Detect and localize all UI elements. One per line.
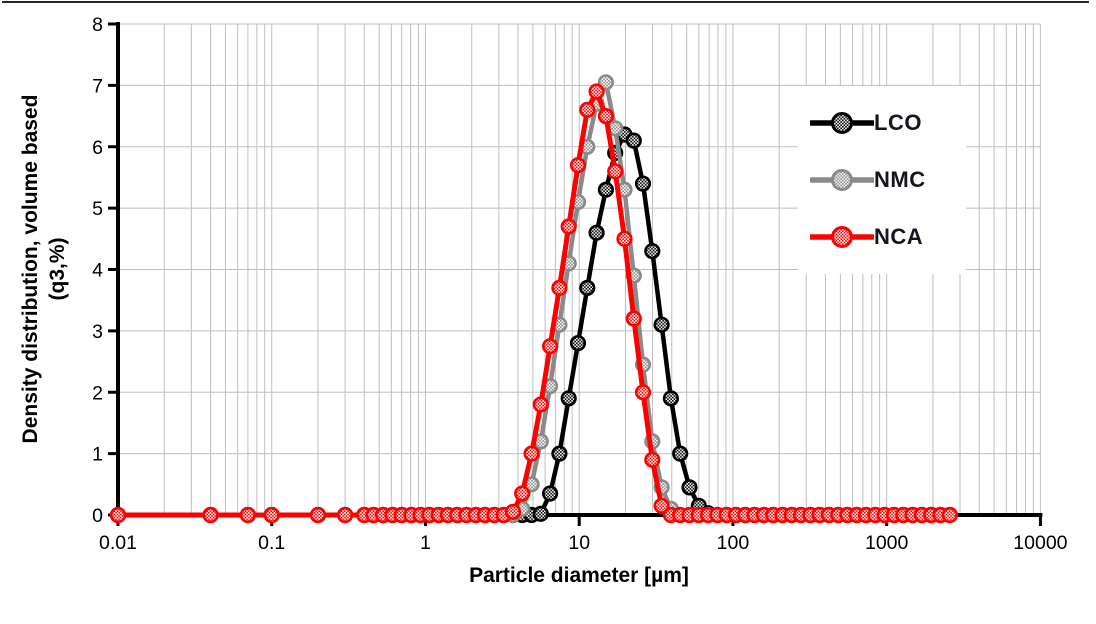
data-point-nca[interactable] [523,445,540,462]
legend-label-nmc: NMC [874,166,926,192]
legend-label-lco: LCO [874,109,922,135]
data-point-nca[interactable] [625,310,642,327]
data-point-nca[interactable] [504,503,522,521]
y-tick-label: 8 [92,14,103,36]
legend-label-nca: NCA [874,224,924,250]
data-point-lco[interactable] [597,181,615,198]
y-tick-label: 7 [92,75,103,97]
data-point-nca[interactable] [202,506,219,524]
data-point-nca[interactable] [597,107,615,125]
data-point-lco[interactable] [579,279,596,297]
data-point-nca[interactable] [337,506,354,524]
x-tick-label: 10 [568,532,590,554]
data-point-nca[interactable] [109,506,127,524]
data-point-lco[interactable] [588,224,605,241]
data-point-lco[interactable] [625,132,642,149]
data-point-lco[interactable] [532,505,549,522]
x-tick-label: 1000 [865,532,909,554]
x-axis-title: Particle diameter [µm] [469,564,689,587]
y-tick-label: 1 [92,444,103,466]
y-tick-label: 5 [92,198,103,220]
x-tick-label: 1 [420,532,431,554]
x-tick-label: 0.1 [258,532,285,554]
data-point-lco[interactable] [672,445,689,462]
data-point-nca[interactable] [541,338,559,355]
y-tick-label: 4 [92,260,103,282]
data-point-lco[interactable] [551,445,568,462]
data-point-lco[interactable] [681,479,698,496]
data-point-lco[interactable] [634,175,652,192]
data-point-nca[interactable] [644,451,661,468]
x-tick-label: 0.01 [99,532,137,554]
data-point-nca[interactable] [532,396,549,413]
data-point-nca[interactable] [607,163,624,180]
data-point-nmc[interactable] [597,74,615,91]
data-point-nca[interactable] [941,506,958,524]
legend-item-lco[interactable]: LCO [798,110,966,136]
y-tick-label: 2 [92,382,103,404]
data-point-nca[interactable] [588,83,605,100]
y-axis-title-line1: Density distribution, volume based [19,94,42,444]
nca-marker-sample [810,226,874,249]
legend-item-nmc[interactable]: NMC [798,167,966,193]
data-point-nca[interactable] [569,157,587,174]
data-point-lco[interactable] [569,335,587,352]
nmc-marker-sample [810,168,874,191]
y-tick-label: 3 [92,321,103,343]
x-tick-label: 100 [717,532,750,554]
data-point-nca[interactable] [653,497,670,514]
y-tick-label: 6 [92,137,103,159]
y-axis-title: Density distribution, volume based (q3,%… [17,9,71,529]
data-point-nca[interactable] [239,506,256,524]
data-point-nca[interactable] [514,485,531,502]
data-point-nca[interactable] [634,384,652,401]
data-point-nca[interactable] [579,101,596,118]
lco-marker-sample [810,111,874,134]
data-point-lco[interactable] [644,243,661,260]
data-point-lco[interactable] [662,390,680,407]
axis-ticks-and-labels: 0.01 0.1 1 10 100 1000 10000 0 1 2 3 4 5 6 7 8 [92,14,1068,554]
y-tick-label: 0 [92,505,103,527]
data-point-nca[interactable] [309,506,327,524]
legend-item-nca[interactable]: NCA [798,224,966,250]
data-point-lco[interactable] [541,485,559,502]
data-point-nca[interactable] [560,218,577,235]
data-point-nca[interactable] [551,279,568,297]
x-tick-label: 10000 [1013,532,1067,554]
data-point-nca[interactable] [263,506,280,524]
legend: LCO NMC NCA [798,86,966,274]
series-nca [109,83,958,524]
data-point-nca[interactable] [616,230,633,247]
page-top-border [2,1,1089,3]
data-point-lco[interactable] [560,390,577,407]
data-point-lco[interactable] [653,316,670,333]
y-axis-title-line2: (q3,%) [46,237,69,301]
